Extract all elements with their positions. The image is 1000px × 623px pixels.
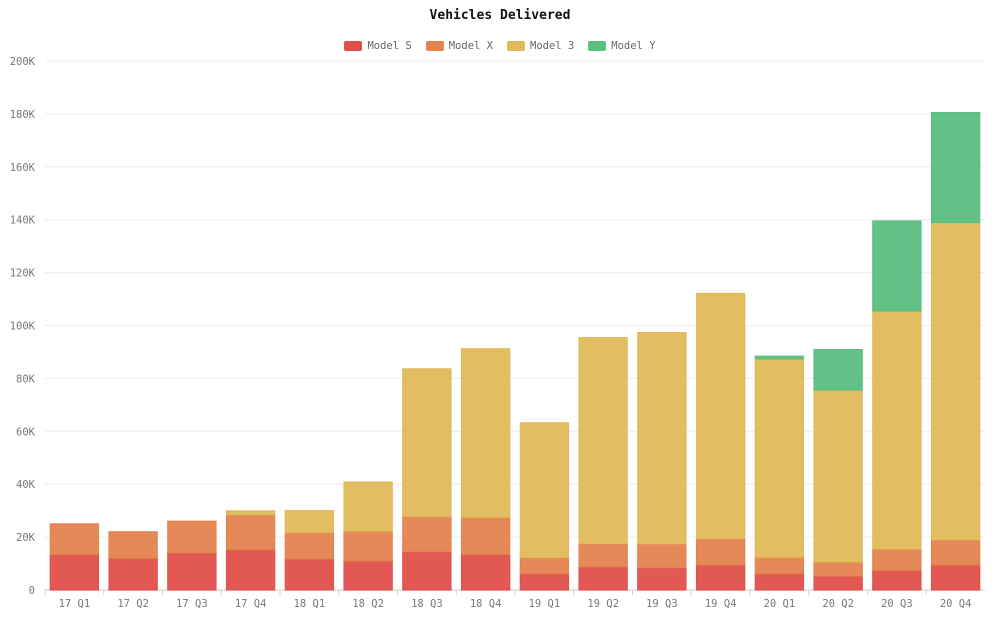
bar-segment[interactable] xyxy=(343,530,393,562)
legend-swatch xyxy=(425,41,444,51)
bar-segment[interactable] xyxy=(872,548,922,571)
bar-segment[interactable] xyxy=(284,558,335,591)
y-tick-label: 40K xyxy=(16,479,36,491)
bar-segment[interactable] xyxy=(637,332,687,545)
x-axis: 17 Q1 17 Q2 17 Q3 17 Q4 18 Q1 18 Q2 18 Q3 18 Q4… xyxy=(44,590,972,610)
bar-segment[interactable] xyxy=(460,348,511,518)
bar-segment[interactable] xyxy=(519,556,570,575)
legend-label: Model S xyxy=(367,40,412,52)
x-tick-label: 20 Q4 xyxy=(940,598,972,610)
bar-segment[interactable] xyxy=(930,111,981,223)
x-tick-label: 17 Q1 xyxy=(59,598,91,610)
legend-item[interactable]: Model Y xyxy=(588,40,656,52)
x-tick-label: 17 Q3 xyxy=(176,598,208,610)
legend-swatch xyxy=(507,41,525,51)
bar-segment[interactable] xyxy=(813,348,863,391)
legend-label: Model Y xyxy=(611,40,656,52)
chart-title: Vehicles Delivered xyxy=(429,8,571,23)
y-tick-label: 200K xyxy=(10,56,36,68)
bar-segment[interactable] xyxy=(754,556,805,575)
legend-swatch xyxy=(588,41,607,51)
bar-segment[interactable] xyxy=(578,337,628,545)
bar-segment[interactable] xyxy=(872,569,922,591)
bar-segment[interactable] xyxy=(872,220,922,312)
y-tick-label: 60K xyxy=(16,426,36,438)
x-tick-label: 20 Q3 xyxy=(881,598,913,610)
y-tick-label: 120K xyxy=(10,268,36,280)
bar-segment[interactable] xyxy=(402,368,452,518)
bar-segment[interactable] xyxy=(754,573,805,591)
bar-segment[interactable] xyxy=(108,557,158,591)
bar-segment[interactable] xyxy=(225,548,276,591)
bar-segment[interactable] xyxy=(695,537,746,566)
bar-segment[interactable] xyxy=(49,523,100,555)
bar-segment[interactable] xyxy=(460,553,511,591)
y-tick-label: 160K xyxy=(10,162,36,174)
bar-segment[interactable] xyxy=(872,310,922,550)
bar-segment[interactable] xyxy=(754,355,805,360)
bar-segment[interactable] xyxy=(460,516,511,555)
x-tick-label: 17 Q2 xyxy=(117,598,149,610)
bar-segment[interactable] xyxy=(402,515,452,553)
bar-segment[interactable] xyxy=(402,551,452,591)
x-tick-label: 19 Q1 xyxy=(529,598,561,610)
y-tick-label: 80K xyxy=(16,373,36,385)
legend-label: Model 3 xyxy=(530,40,575,52)
x-tick-label: 19 Q3 xyxy=(646,598,678,610)
bar-segment[interactable] xyxy=(519,573,570,591)
x-tick-label: 18 Q4 xyxy=(470,598,502,610)
x-tick-label: 19 Q4 xyxy=(705,598,737,610)
x-tick-label: 20 Q1 xyxy=(764,598,796,610)
bar-segment[interactable] xyxy=(343,481,393,532)
legend-item[interactable]: Model X xyxy=(425,40,493,52)
bar-segment[interactable] xyxy=(225,514,276,551)
bar-segment[interactable] xyxy=(695,292,746,540)
bar-segment[interactable] xyxy=(225,510,276,516)
x-tick-label: 17 Q4 xyxy=(235,598,267,610)
bar-segment[interactable] xyxy=(578,566,628,591)
bar-segment[interactable] xyxy=(49,553,100,591)
x-tick-label: 18 Q3 xyxy=(411,598,443,610)
bar-segment[interactable] xyxy=(930,221,981,541)
bar-segment[interactable] xyxy=(167,552,217,591)
y-tick-label: 0 xyxy=(29,585,35,597)
bar-segment[interactable] xyxy=(578,542,628,568)
y-tick-label: 20K xyxy=(16,532,36,544)
bars xyxy=(49,111,981,591)
x-tick-label: 18 Q1 xyxy=(294,598,326,610)
bar-segment[interactable] xyxy=(754,358,805,558)
bar-segment[interactable] xyxy=(813,389,863,563)
legend-label: Model X xyxy=(448,40,493,52)
bar-segment[interactable] xyxy=(930,564,981,591)
bar-segment[interactable] xyxy=(108,531,158,559)
bar-segment[interactable] xyxy=(519,422,570,559)
legend-swatch xyxy=(344,41,363,51)
bar-segment[interactable] xyxy=(930,539,981,566)
y-tick-label: 100K xyxy=(10,321,36,333)
bar-segment[interactable] xyxy=(284,531,335,560)
bar-segment[interactable] xyxy=(637,566,687,591)
legend-item[interactable]: Model S xyxy=(344,40,412,52)
y-tick-label: 140K xyxy=(10,215,36,227)
bar-segment[interactable] xyxy=(343,560,393,591)
x-tick-label: 19 Q2 xyxy=(587,598,619,610)
bar-segment[interactable] xyxy=(167,520,217,554)
x-tick-label: 18 Q2 xyxy=(352,598,384,610)
y-tick-label: 180K xyxy=(10,109,36,121)
legend: Model S Model X Model 3 Model Y xyxy=(0,40,1000,52)
x-tick-label: 20 Q2 xyxy=(822,598,854,610)
bar-segment[interactable] xyxy=(813,575,863,591)
bar-segment[interactable] xyxy=(813,561,863,577)
y-axis: 0 20K 40K 60K 80K 100K 120K 140K 160K 180K 200K xyxy=(10,56,36,597)
legend-item[interactable]: Model 3 xyxy=(507,40,574,52)
bar-segment[interactable] xyxy=(284,510,335,533)
bar-segment[interactable] xyxy=(637,543,687,569)
bar-segment[interactable] xyxy=(695,564,746,591)
